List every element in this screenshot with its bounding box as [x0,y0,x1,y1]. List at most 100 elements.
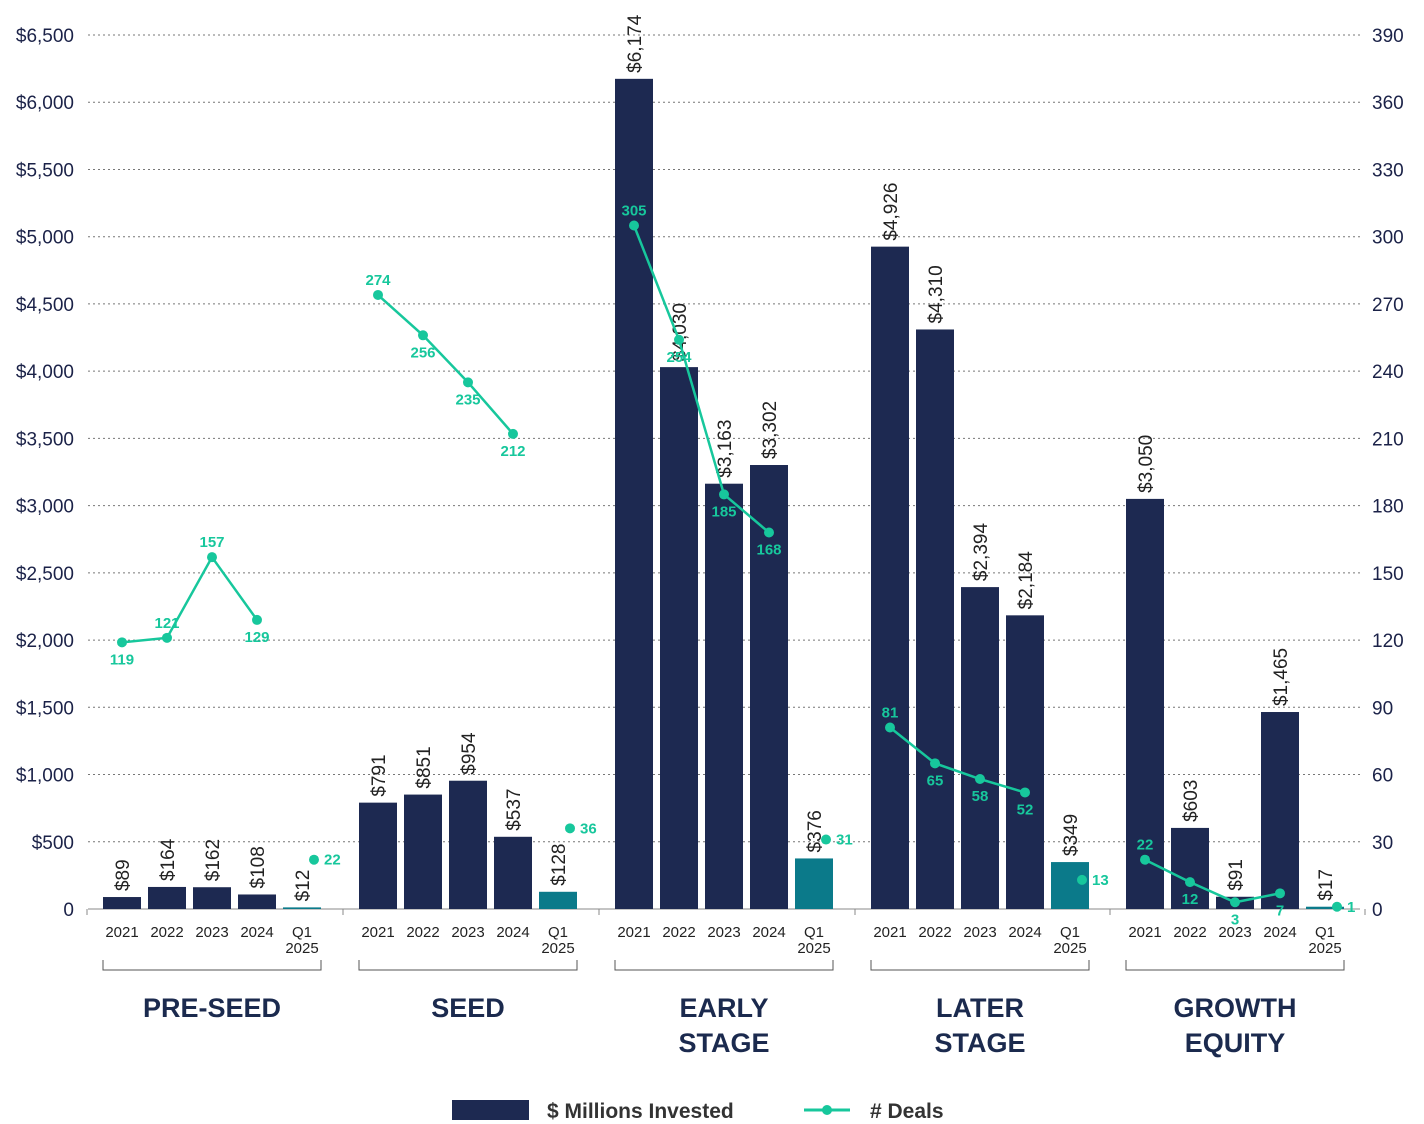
bar-value-label: $3,302 [760,401,781,459]
bar [961,587,999,909]
bar-value-label: $603 [1181,780,1202,822]
deal-lines: 1191211571292227425623521236305254185168… [110,202,1355,928]
y-left-tick-label: $5,000 [16,228,74,249]
deals-point [764,527,774,538]
deals-value-label: 157 [199,534,224,551]
y-right-tick-label: 180 [1372,497,1404,518]
bar-value-label: $4,926 [881,183,902,241]
deals-value-label: 1 [1347,899,1355,916]
category-label: 2021 [873,924,906,941]
y-left-tick-label: $2,000 [16,631,74,652]
deals-point [975,774,985,785]
deals-point [719,489,729,500]
deals-point [565,823,575,834]
deals-value-label: 3 [1231,911,1239,928]
category-label: 2023 [1218,924,1251,941]
category-label: 2021 [1128,924,1161,941]
bar-value-label: $2,184 [1016,551,1037,610]
deals-value-label: 185 [711,503,736,520]
bar [871,246,909,909]
legend: $ Millions Invested # Deals [452,1100,944,1123]
bar [916,329,954,909]
deals-point [117,637,127,648]
bar-value-label: $6,174 [625,14,646,73]
bar [1171,827,1209,909]
category-label: Q1 [548,924,568,941]
deals-point [162,632,172,643]
bar [494,836,532,909]
group-label: LATER [936,993,1024,1023]
deals-value-label: 254 [666,349,692,366]
bar [705,483,743,909]
deals-point [1230,897,1240,908]
deals-point [1185,877,1195,888]
category-label: 2022 [1173,924,1206,941]
group-bracket [102,960,322,971]
category-label: 2022 [918,924,951,941]
deals-value-label: 12 [1182,891,1199,908]
category-label: 2022 [662,924,695,941]
group-label: SEED [431,993,505,1023]
category-label: 2021 [617,924,650,941]
category-label: Q1 [1060,924,1080,941]
deals-point [463,377,473,388]
bar [1006,615,1044,909]
bar-value-label: $791 [369,754,390,796]
group-label: EQUITY [1185,1028,1286,1058]
deals-value-label: 212 [500,443,525,460]
category-label: 2022 [150,924,183,941]
bar [539,891,577,909]
group-bracket [358,960,578,971]
bar [193,887,231,909]
category-label: 2024 [752,924,785,941]
deals-value-label: 22 [324,852,341,869]
category-label: 2022 [406,924,439,941]
bar [238,894,276,909]
y-right-tick-label: 210 [1372,429,1404,450]
bar-value-label: $3,163 [715,420,736,478]
deals-value-label: 121 [154,615,179,632]
bar [660,367,698,909]
deals-value-label: 52 [1017,801,1034,818]
bar-value-label: $349 [1061,814,1082,856]
category-label: 2025 [541,940,574,957]
deals-point [930,758,940,769]
deals-value-label: 58 [972,788,989,805]
group-label: STAGE [934,1028,1025,1058]
category-label: Q1 [1315,924,1335,941]
deals-point [821,834,831,845]
deals-line [1144,858,1281,904]
bar-value-label: $162 [203,839,224,881]
bar-value-label: $108 [248,846,269,888]
deals-value-label: 65 [927,772,944,789]
y-right-tick-label: 390 [1372,26,1404,47]
bar-value-label: $89 [113,859,134,891]
deals-value-label: 274 [365,272,391,289]
category-label: 2023 [963,924,996,941]
group-label: PRE-SEED [143,993,281,1023]
category-label: 2025 [1053,940,1086,957]
category-label: 2023 [451,924,484,941]
group-labels: PRE-SEED SEED EARLY STAGE LATER STAGE GROWTH EQ… [102,960,1345,1058]
y-right-tick-label: 150 [1372,564,1404,585]
y-right-tick-label: 60 [1372,766,1393,787]
y-left-tick-label: $5,500 [16,160,74,181]
bar [449,780,487,909]
deals-point [1140,854,1150,865]
bar-value-label: $91 [1226,859,1247,891]
bar [1261,712,1299,909]
bar-value-label: $4,030 [670,303,691,361]
deals-value-label: 235 [455,391,480,408]
bar [615,78,653,909]
bar-value-label: $537 [504,789,525,831]
category-label: Q1 [292,924,312,941]
legend-label: # Deals [870,1100,944,1123]
y-right-tick-label: 270 [1372,295,1404,316]
deals-value-label: 13 [1092,872,1109,889]
y-left-tick-label: 0 [63,900,74,921]
deals-line [889,726,1026,794]
bar-value-label: $12 [293,870,314,902]
deals-line [121,554,259,644]
bar [1051,862,1089,909]
y-left-tick-label: $4,000 [16,362,74,383]
